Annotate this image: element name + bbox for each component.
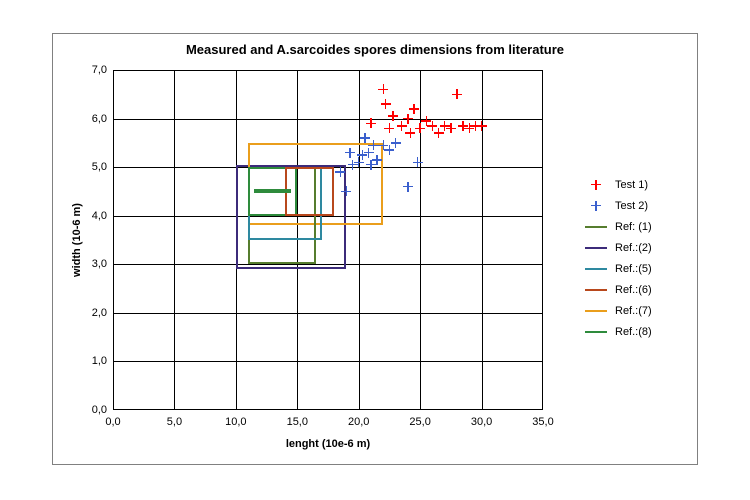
point-test2: [372, 155, 382, 165]
legend-swatch: [583, 220, 609, 234]
point-test2: [345, 148, 355, 158]
legend-label: Ref: (1): [615, 221, 652, 233]
legend-item-test2: Test 2): [583, 195, 652, 216]
point-test1: [446, 123, 456, 133]
plot-area: [113, 70, 543, 410]
x-tick-label: 10,0: [225, 416, 246, 428]
point-test1: [378, 84, 388, 94]
legend-swatch: [583, 262, 609, 276]
legend-item-ref8: Ref.:(8): [583, 321, 652, 342]
gridline-horizontal: [113, 361, 543, 362]
gridline-horizontal: [113, 119, 543, 120]
point-test2: [413, 157, 423, 167]
legend-item-ref7: Ref.:(7): [583, 300, 652, 321]
chart-frame: Measured and A.sarcoides spores dimensio…: [0, 0, 750, 500]
point-test1: [452, 89, 462, 99]
chart-container: Measured and A.sarcoides spores dimensio…: [52, 33, 698, 465]
legend-item-test1: Test 1): [583, 174, 652, 195]
x-tick-label: 30,0: [471, 416, 492, 428]
legend-swatch: [583, 325, 609, 339]
y-tick-label: 0,0: [77, 404, 107, 416]
y-tick-label: 6,0: [77, 113, 107, 125]
y-tick-label: 3,0: [77, 258, 107, 270]
ref-box-ref8: [254, 189, 291, 193]
legend-swatch: [583, 199, 609, 213]
legend-label: Test 2): [615, 200, 648, 212]
legend-swatch: [583, 283, 609, 297]
legend-label: Ref.:(7): [615, 305, 652, 317]
point-test1: [384, 123, 394, 133]
point-test2: [335, 167, 345, 177]
legend-item-ref2: Ref.:(2): [583, 237, 652, 258]
point-test1: [403, 114, 413, 124]
point-test1: [477, 121, 487, 131]
x-axis-label: lenght (10e-6 m): [286, 438, 370, 450]
x-tick-label: 15,0: [287, 416, 308, 428]
x-tick-label: 0,0: [105, 416, 120, 428]
legend-label: Ref.:(8): [615, 326, 652, 338]
gridline-vertical: [359, 70, 360, 410]
legend-item-ref5: Ref.:(5): [583, 258, 652, 279]
y-tick-label: 2,0: [77, 307, 107, 319]
chart-title: Measured and A.sarcoides spores dimensio…: [53, 42, 697, 57]
x-tick-label: 35,0: [532, 416, 553, 428]
y-tick-label: 1,0: [77, 355, 107, 367]
legend-label: Test 1): [615, 179, 648, 191]
legend: Test 1) Test 2) Ref: (1) Ref.:(2) Ref.:(5) Re…: [583, 174, 652, 342]
point-test1: [409, 104, 419, 114]
point-test1: [388, 111, 398, 121]
legend-label: Ref.:(6): [615, 284, 652, 296]
point-test1: [366, 118, 376, 128]
legend-swatch: [583, 304, 609, 318]
legend-label: Ref.:(5): [615, 263, 652, 275]
y-tick-label: 4,0: [77, 210, 107, 222]
point-test1: [405, 128, 415, 138]
point-test2: [391, 138, 401, 148]
y-tick-label: 5,0: [77, 161, 107, 173]
x-tick-label: 5,0: [167, 416, 182, 428]
point-test2: [403, 182, 413, 192]
gridline-horizontal: [113, 313, 543, 314]
gridline-vertical: [174, 70, 175, 410]
legend-item-ref1: Ref: (1): [583, 216, 652, 237]
point-test1: [381, 99, 391, 109]
legend-item-ref6: Ref.:(6): [583, 279, 652, 300]
point-test2: [368, 140, 378, 150]
point-test2: [341, 186, 351, 196]
legend-swatch: [583, 241, 609, 255]
y-tick-label: 7,0: [77, 64, 107, 76]
legend-label: Ref.:(2): [615, 242, 652, 254]
legend-swatch: [583, 178, 609, 192]
x-tick-label: 20,0: [348, 416, 369, 428]
ref-box-ref6: [285, 167, 334, 216]
x-tick-label: 25,0: [409, 416, 430, 428]
